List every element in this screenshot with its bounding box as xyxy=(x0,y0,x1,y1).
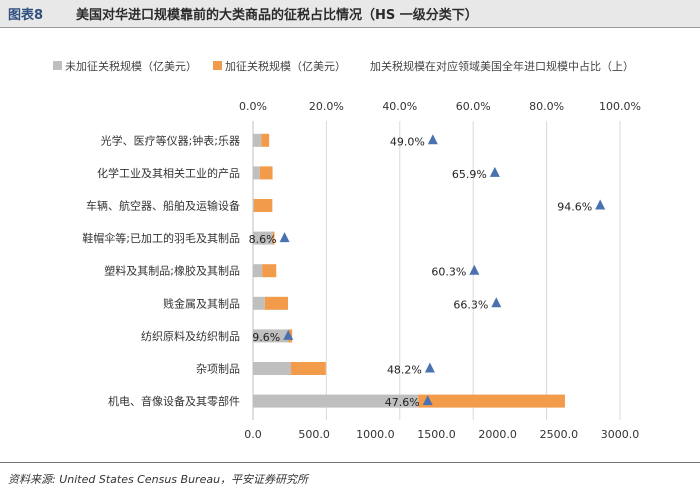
share-data-label: 48.2% xyxy=(387,364,422,377)
category-label: 贱金属及其制品 xyxy=(163,296,240,310)
bottom-axis-tick-label: 2000.0 xyxy=(478,428,517,441)
top-axis-tick-label: 60.0% xyxy=(456,100,491,113)
bar-taxed xyxy=(290,362,326,375)
share-data-label: 66.3% xyxy=(453,298,488,311)
bottom-axis-tick-label: 2500.0 xyxy=(540,428,579,441)
bar-taxed xyxy=(253,199,273,212)
bar-untaxed xyxy=(253,231,273,245)
stacked-bar-chart: 未加征关税规模（亿美元） 加征关税规模（亿美元） 加关税规模在对应领域美国全年进口规… xyxy=(53,59,641,441)
legend-swatch-taxed xyxy=(213,61,222,70)
share-data-label: 8.6% xyxy=(249,233,277,246)
top-axis-tick-label: 0.0% xyxy=(239,100,267,113)
bar-taxed xyxy=(259,166,273,180)
share-marker xyxy=(489,166,500,177)
share-data-label: 47.6% xyxy=(385,396,420,409)
bottom-axis-tick-label: 1500.0 xyxy=(417,428,456,441)
legend-label-untaxed: 未加征关税规模（亿美元） xyxy=(65,59,197,73)
bar-taxed xyxy=(261,133,270,147)
category-label: 机电、音像设备及其零部件 xyxy=(108,394,240,408)
bar-untaxed xyxy=(253,264,263,278)
share-marker xyxy=(279,232,290,243)
bar-untaxed xyxy=(253,166,260,180)
category-label: 化学工业及其相关工业的产品 xyxy=(97,166,240,180)
bar-untaxed xyxy=(253,362,291,375)
figure-title-bar: 图表8 美国对华进口规模靠前的大类商品的征税占比情况（HS 一级分类下） xyxy=(0,0,700,28)
share-marker xyxy=(427,134,438,145)
share-data-label: 94.6% xyxy=(557,201,592,214)
share-marker xyxy=(595,199,606,210)
share-marker xyxy=(424,362,435,373)
footer: 资料来源: United States Census Bureau，平安证券研究… xyxy=(0,462,700,501)
bar-untaxed xyxy=(253,199,254,212)
category-label: 纺织原料及纺织制品 xyxy=(141,329,240,343)
share-data-label: 9.6% xyxy=(252,331,280,344)
legend-swatch-untaxed xyxy=(53,61,62,70)
bottom-axis-tick-label: 3000.0 xyxy=(601,428,640,441)
bar-taxed xyxy=(272,231,275,245)
bottom-axis-tick-label: 1000.0 xyxy=(356,428,395,441)
bottom-axis-tick-label: 0.0 xyxy=(244,428,262,441)
legend-label-share: 加关税规模在对应领域美国全年进口规模中占比（上） xyxy=(370,59,634,73)
share-marker xyxy=(491,297,502,308)
bar-untaxed xyxy=(253,394,419,408)
share-marker xyxy=(422,395,433,406)
category-label: 光学、医疗等仪器;钟表;乐器 xyxy=(101,133,240,147)
top-axis-tick-label: 20.0% xyxy=(309,100,344,113)
bar-taxed xyxy=(264,296,288,310)
category-label: 鞋帽伞等;已加工的羽毛及其制品 xyxy=(82,231,240,245)
bar-taxed xyxy=(418,394,565,408)
share-data-label: 65.9% xyxy=(452,168,487,181)
figure-title: 美国对华进口规模靠前的大类商品的征税占比情况（HS 一级分类下） xyxy=(76,8,478,23)
share-marker xyxy=(469,264,480,275)
source-note: 资料来源: United States Census Bureau，平安证券研究… xyxy=(8,473,309,486)
category-label: 车辆、航空器、船舶及运输设备 xyxy=(86,199,240,213)
top-axis-tick-label: 80.0% xyxy=(529,100,564,113)
legend-label-taxed: 加征关税规模（亿美元） xyxy=(225,59,346,73)
category-label: 杂项制品 xyxy=(196,363,240,376)
share-data-label: 49.0% xyxy=(390,135,425,148)
bar-taxed xyxy=(262,264,277,278)
top-axis-tick-label: 100.0% xyxy=(599,100,641,113)
bar-untaxed xyxy=(253,133,262,147)
figure-label: 图表8 xyxy=(8,8,44,23)
category-label: 塑料及其制品;橡胶及其制品 xyxy=(104,264,240,278)
bar-untaxed xyxy=(253,296,265,310)
top-axis-tick-label: 40.0% xyxy=(382,100,417,113)
bar-untaxed xyxy=(253,329,289,343)
share-data-label: 60.3% xyxy=(431,266,466,279)
share-marker xyxy=(283,329,294,340)
bottom-axis-tick-label: 500.0 xyxy=(298,428,330,441)
